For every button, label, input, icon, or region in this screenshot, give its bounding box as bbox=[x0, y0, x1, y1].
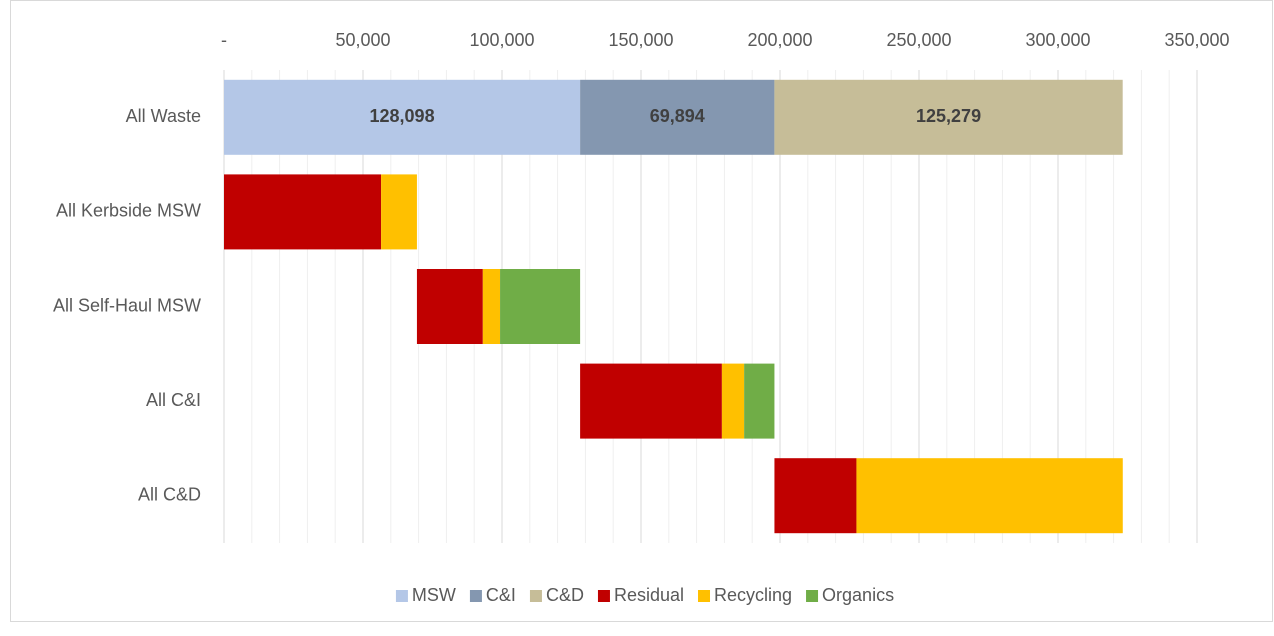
bar-segment bbox=[856, 458, 1123, 534]
x-tick-label: 150,000 bbox=[608, 30, 673, 50]
bar-segment bbox=[580, 363, 722, 439]
y-tick-label: All Waste bbox=[126, 106, 201, 126]
bar-segment bbox=[416, 269, 483, 344]
legend-label: MSW bbox=[412, 585, 456, 605]
x-tick-label: 100,000 bbox=[469, 30, 534, 50]
legend-label: Residual bbox=[614, 585, 684, 605]
bar-segment bbox=[721, 363, 745, 439]
legend-label: Organics bbox=[822, 585, 894, 605]
legend-swatch bbox=[529, 590, 542, 602]
data-label: 69,894 bbox=[650, 106, 705, 126]
legend-label: Recycling bbox=[714, 585, 792, 605]
bar-segment bbox=[224, 79, 581, 155]
bar-segment bbox=[482, 269, 501, 344]
x-tick-label: 350,000 bbox=[1164, 30, 1229, 50]
legend-swatch bbox=[469, 590, 482, 602]
y-tick-label: All C&I bbox=[146, 390, 201, 410]
bar-segment bbox=[744, 363, 775, 439]
bar-segment bbox=[224, 174, 382, 250]
legend: MSW C&I C&D Residual Recycling Organics bbox=[395, 585, 894, 605]
legend-swatch bbox=[395, 590, 408, 602]
data-label: 125,279 bbox=[916, 106, 981, 126]
x-tick-label: 200,000 bbox=[747, 30, 812, 50]
bar-segment bbox=[580, 79, 775, 155]
legend-swatch bbox=[698, 590, 711, 602]
bar-segment bbox=[381, 174, 417, 250]
x-tick-label: 300,000 bbox=[1025, 30, 1090, 50]
legend-label: C&I bbox=[486, 585, 516, 605]
x-tick-label: - bbox=[221, 30, 227, 50]
data-label: 128,098 bbox=[370, 106, 435, 126]
bar-segment bbox=[774, 79, 1123, 155]
x-tick-label: 50,000 bbox=[335, 30, 390, 50]
y-tick-label: All Self-Haul MSW bbox=[53, 295, 201, 315]
legend-label: C&D bbox=[546, 585, 584, 605]
y-tick-label: All Kerbside MSW bbox=[56, 201, 201, 221]
legend-swatch bbox=[597, 590, 610, 602]
bar-segment bbox=[774, 458, 857, 534]
y-tick-label: All C&D bbox=[138, 484, 201, 504]
x-tick-label: 250,000 bbox=[886, 30, 951, 50]
legend-swatch bbox=[806, 590, 819, 602]
bar-segment bbox=[500, 269, 581, 344]
